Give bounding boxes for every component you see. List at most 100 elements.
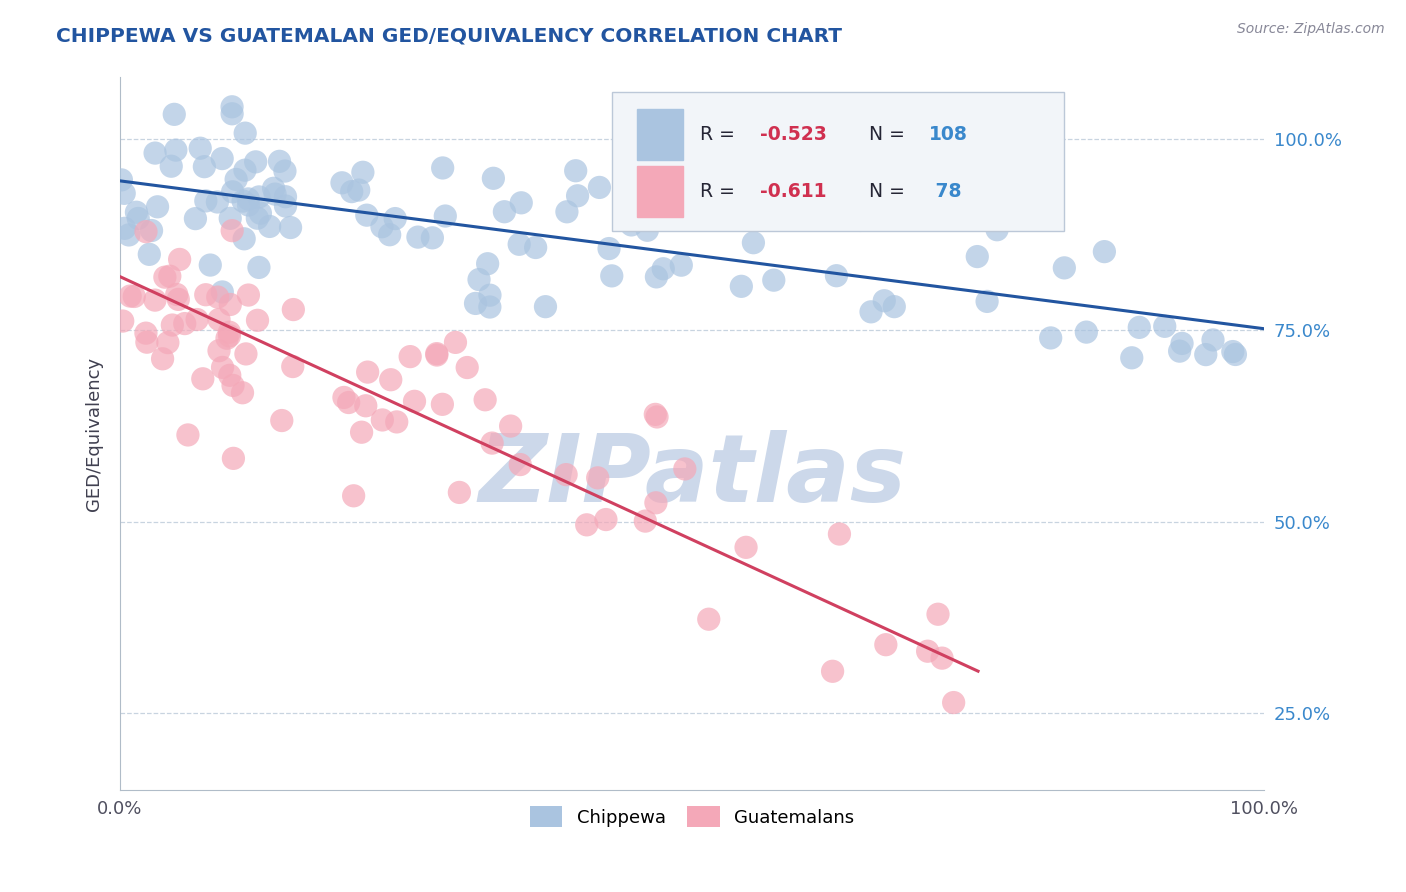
Point xyxy=(215,331,238,345)
Point xyxy=(337,395,360,409)
Point xyxy=(598,242,620,256)
FancyBboxPatch shape xyxy=(637,109,683,160)
Text: R =: R = xyxy=(700,182,741,201)
Point xyxy=(249,206,271,220)
Text: ZIPatlas: ZIPatlas xyxy=(478,431,905,523)
Point xyxy=(146,200,169,214)
Point xyxy=(235,347,257,361)
Point xyxy=(225,172,247,186)
Point xyxy=(352,165,374,179)
Point xyxy=(917,644,939,658)
Point xyxy=(259,219,281,234)
Point xyxy=(143,146,166,161)
Point xyxy=(218,325,240,339)
Point xyxy=(644,408,666,422)
Point xyxy=(114,221,136,235)
Point xyxy=(1222,344,1244,359)
Point xyxy=(211,285,233,299)
Point xyxy=(1053,260,1076,275)
Point xyxy=(219,211,242,226)
Point xyxy=(575,517,598,532)
Point xyxy=(730,279,752,293)
Point xyxy=(1202,333,1225,347)
Point xyxy=(221,100,243,114)
Point xyxy=(384,211,406,226)
Point xyxy=(143,293,166,307)
Point xyxy=(567,188,589,202)
Point xyxy=(595,512,617,526)
Point xyxy=(464,296,486,310)
Point xyxy=(120,289,142,303)
Point xyxy=(156,335,179,350)
Point xyxy=(166,287,188,301)
Point xyxy=(931,651,953,665)
Point xyxy=(976,294,998,309)
Point xyxy=(135,326,157,340)
Point xyxy=(269,154,291,169)
Point xyxy=(673,462,696,476)
Point xyxy=(499,419,522,434)
Point xyxy=(1092,244,1115,259)
Point xyxy=(173,317,195,331)
Point xyxy=(122,289,145,303)
Point xyxy=(211,360,233,375)
Point xyxy=(232,194,254,208)
Point xyxy=(165,143,187,157)
Point xyxy=(125,205,148,219)
Point xyxy=(645,269,668,284)
Point xyxy=(399,350,422,364)
Point xyxy=(283,302,305,317)
Point xyxy=(986,223,1008,237)
Point xyxy=(347,183,370,197)
Point xyxy=(586,471,609,485)
Point xyxy=(221,107,243,121)
Point xyxy=(422,231,444,245)
Point xyxy=(1171,336,1194,351)
Point xyxy=(194,194,217,208)
Point xyxy=(247,190,270,204)
Point xyxy=(821,665,844,679)
Point xyxy=(274,199,297,213)
Point xyxy=(188,141,211,155)
Point xyxy=(186,312,208,326)
Point xyxy=(742,235,765,250)
Point xyxy=(208,312,231,326)
Point xyxy=(508,237,530,252)
Point xyxy=(600,268,623,283)
Point xyxy=(671,258,693,272)
Point xyxy=(1121,351,1143,365)
Point xyxy=(138,247,160,261)
Point xyxy=(555,204,578,219)
Point xyxy=(828,527,851,541)
Point xyxy=(645,409,668,424)
Point xyxy=(524,240,547,254)
Point xyxy=(340,185,363,199)
Point xyxy=(849,213,872,227)
Point xyxy=(620,218,643,232)
Point xyxy=(477,257,499,271)
Point xyxy=(354,399,377,413)
Point xyxy=(169,252,191,267)
Point xyxy=(494,204,516,219)
Point xyxy=(927,607,949,622)
Text: 108: 108 xyxy=(929,125,967,144)
Point xyxy=(510,195,533,210)
Point xyxy=(222,378,245,392)
Point xyxy=(135,335,157,350)
Text: R =: R = xyxy=(700,125,741,144)
Y-axis label: GED/Equivalency: GED/Equivalency xyxy=(86,357,103,511)
Point xyxy=(280,220,302,235)
Point xyxy=(200,258,222,272)
Point xyxy=(474,392,496,407)
Point xyxy=(706,176,728,190)
Point xyxy=(207,194,229,209)
Point xyxy=(159,269,181,284)
Point xyxy=(208,343,231,358)
Point xyxy=(245,154,267,169)
Point xyxy=(966,250,988,264)
Point xyxy=(371,219,394,234)
Point xyxy=(449,485,471,500)
Point xyxy=(883,300,905,314)
Point xyxy=(406,230,429,244)
Point xyxy=(191,372,214,386)
